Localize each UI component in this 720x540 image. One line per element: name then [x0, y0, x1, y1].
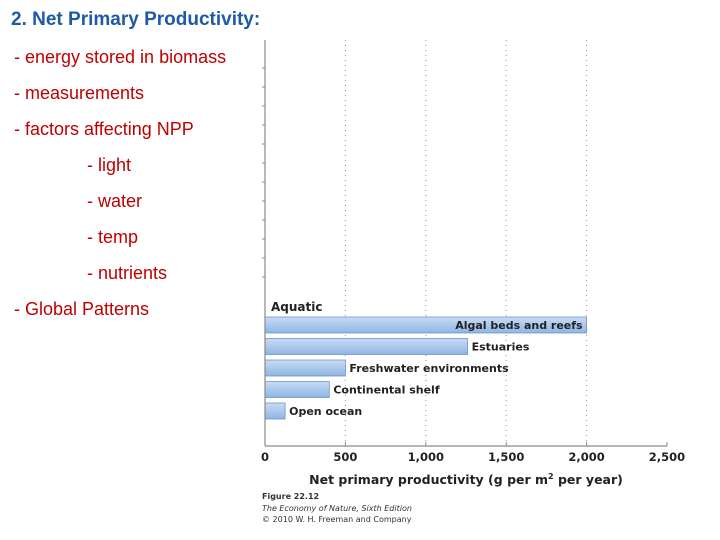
slide-title: 2. Net Primary Productivity: [11, 9, 261, 30]
bullet-item: - Global Patterns [14, 299, 150, 319]
figure-number: Figure 22.12 [262, 492, 320, 501]
figure-source: The Economy of Nature, Sixth Edition [262, 504, 412, 513]
x-tick-label: 0 [261, 450, 269, 464]
bar-label: Freshwater environments [349, 362, 509, 375]
figure-copyright: © 2010 W. H. Freeman and Company [262, 515, 412, 524]
x-tick-label: 1,000 [408, 450, 444, 464]
bar-label: Continental shelf [333, 384, 440, 397]
x-tick-label: 1,500 [488, 450, 524, 464]
x-tick-label: 500 [333, 450, 357, 464]
bar-label: Estuaries [472, 341, 530, 354]
bar [264, 381, 330, 398]
bullet-item: - factors affecting NPP [14, 119, 194, 139]
x-axis-label: Net primary productivity (g per m2 per y… [309, 472, 623, 487]
chart-group-label: Aquatic [271, 300, 322, 314]
bar-label: Open ocean [289, 405, 362, 418]
bar-label: Algal beds and reefs [455, 319, 583, 332]
bar [264, 359, 346, 377]
bullet-item: - nutrients [87, 263, 168, 283]
bullet-item: - water [87, 191, 143, 211]
bullet-item: - energy stored in biomass [14, 47, 227, 67]
bullet-item: - temp [87, 227, 139, 247]
bar [264, 402, 286, 420]
x-tick-label: 2,500 [649, 450, 685, 464]
bullet-item: - measurements [14, 83, 145, 103]
bar [264, 338, 469, 355]
x-tick-label: 2,000 [568, 450, 604, 464]
bullet-item: - light [87, 155, 132, 175]
